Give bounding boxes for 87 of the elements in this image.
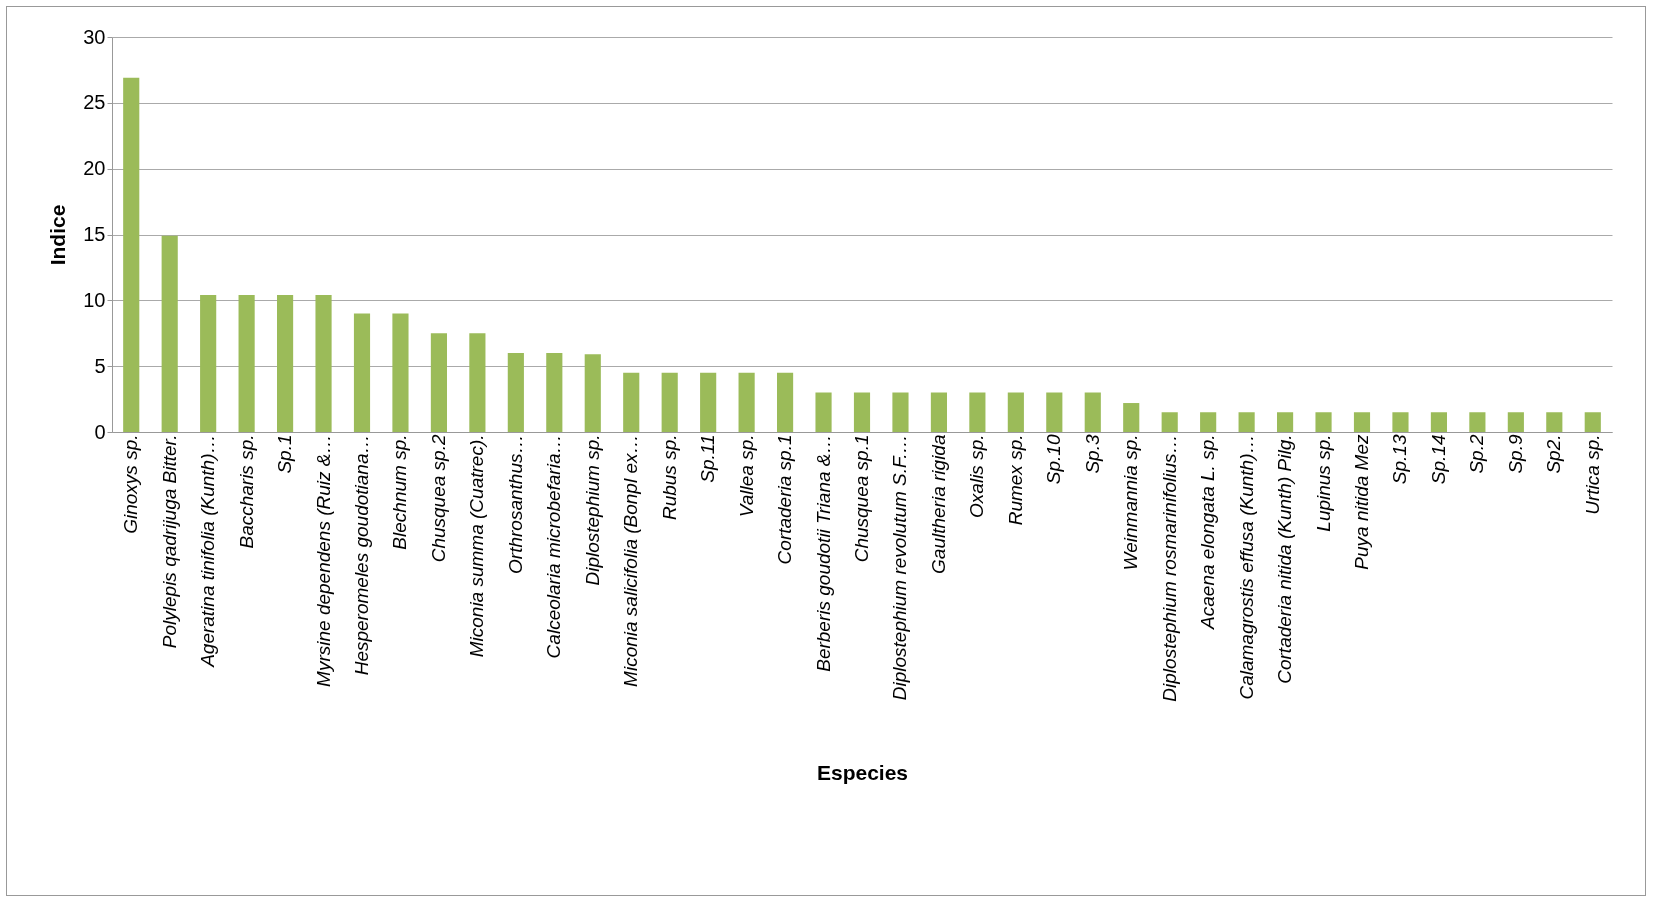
bar [469,333,486,432]
x-tick-label: Blechnum sp. [389,434,411,550]
bar [430,333,447,432]
bar [969,392,986,432]
x-tick-label: Sp.3 [1081,434,1103,474]
x-tick-label: Berberis goudotii Triana &… [812,434,834,672]
bar [738,372,755,432]
x-tick-label: Miconia summa (Cuatrec). [466,434,488,658]
y-tick-label: 0 [94,420,106,443]
x-tick-label: Rumex sp. [1004,434,1026,526]
bar [1277,412,1294,432]
x-tick-label: Lupinus sp. [1312,434,1334,532]
bar [853,392,871,432]
bar [1046,392,1063,432]
bar [777,372,794,432]
bar [315,295,332,432]
bar [1161,412,1178,432]
bar [1430,412,1447,432]
x-tick-label: Acaena elongata L. sp. [1197,434,1219,630]
y-axis-title: Indice [46,204,70,266]
x-tick-label: Rubus sp. [658,434,680,521]
x-tick-label: Sp.13 [1389,434,1411,485]
bar [238,295,255,432]
x-tick-label: Sp.11 [697,434,719,483]
bar [700,372,717,432]
x-tick-label: Puya nitida Mez [1351,434,1372,570]
bar [1200,412,1217,432]
x-tick-label: Myrsine dependens (Ruiz &… [312,434,334,687]
x-tick-label: Cortaderia nitida (Kunth) Pilg. [1274,434,1296,684]
y-tick-label: 15 [83,223,106,245]
y-tick-label: 10 [83,288,106,311]
x-tick-label: Cortaderia sp.1 [774,434,796,565]
bar [392,313,409,432]
x-axis-title: Especies [816,760,909,784]
bar [507,353,524,432]
bar [200,295,217,432]
bar [1469,412,1486,432]
x-tick-label: Vallea sp. [735,434,757,518]
bar [1392,412,1409,432]
y-tick-label: 30 [83,25,106,48]
x-tick-label: Diplostephium revolutum S.F.… [889,434,911,701]
bar [1238,412,1255,432]
bar [661,372,678,432]
bar [353,313,371,432]
bar [1007,392,1024,432]
x-tick-label: Polylepis qadrijuga Bitter. [158,434,180,649]
bar [123,77,140,432]
x-tick-label: Sp2. [1543,434,1565,474]
bar [1546,412,1563,432]
x-tick-label: Sp.1 [274,434,296,474]
bar [1315,412,1332,432]
x-tick-label: Gaultheria rigida [927,434,949,574]
x-tick-label: Orthrosanthus… [504,434,526,574]
x-tick-label: Sp.2 [1466,434,1488,474]
bar [815,392,832,432]
bar [1507,412,1524,432]
bar [1123,403,1140,432]
bar [1084,392,1101,432]
x-tick-label: Weinmannia sp. [1120,434,1142,571]
bar [584,354,601,432]
x-tick-label: Miconia salicifolia (Bonpl ex… [620,434,642,687]
x-tick-label: Urtica sp. [1581,434,1603,515]
x-tick-label: Sp.10 [1043,434,1065,485]
bar [1353,412,1371,432]
y-tick-label: 20 [83,157,106,180]
x-tick-label: Sp.14 [1427,434,1449,485]
x-tick-label: Calceolaria microbefaria… [543,434,565,659]
x-tick-label: Chusquea sp.2 [427,434,449,563]
bar [930,392,947,432]
x-tick-label: Diplostephium rosmarinifolius… [1158,434,1180,702]
x-tick-label: Chusquea sp.1 [851,434,872,563]
bar [277,295,294,432]
x-tick-label: Calamagrostis effusa (Kunth)… [1235,434,1257,700]
bar [1584,412,1601,432]
y-tick-label: 25 [83,91,106,114]
bar [623,372,640,432]
bar [892,392,909,432]
x-tick-label: Oxalis sp. [966,434,988,518]
x-tick-label: Sp.9 [1504,434,1526,474]
bar [546,353,563,432]
x-tick-label: Hesperomeles goudotiana… [351,434,372,676]
x-tick-label: Baccharis sp. [235,434,257,549]
x-tick-label: Ageratina tinifolia (Kunth)… [197,434,219,668]
y-tick-label: 5 [94,354,106,377]
bar [161,235,178,432]
x-tick-label: Diplostephium sp. [581,434,603,586]
x-tick-label: Ginoxys sp. [120,434,142,534]
